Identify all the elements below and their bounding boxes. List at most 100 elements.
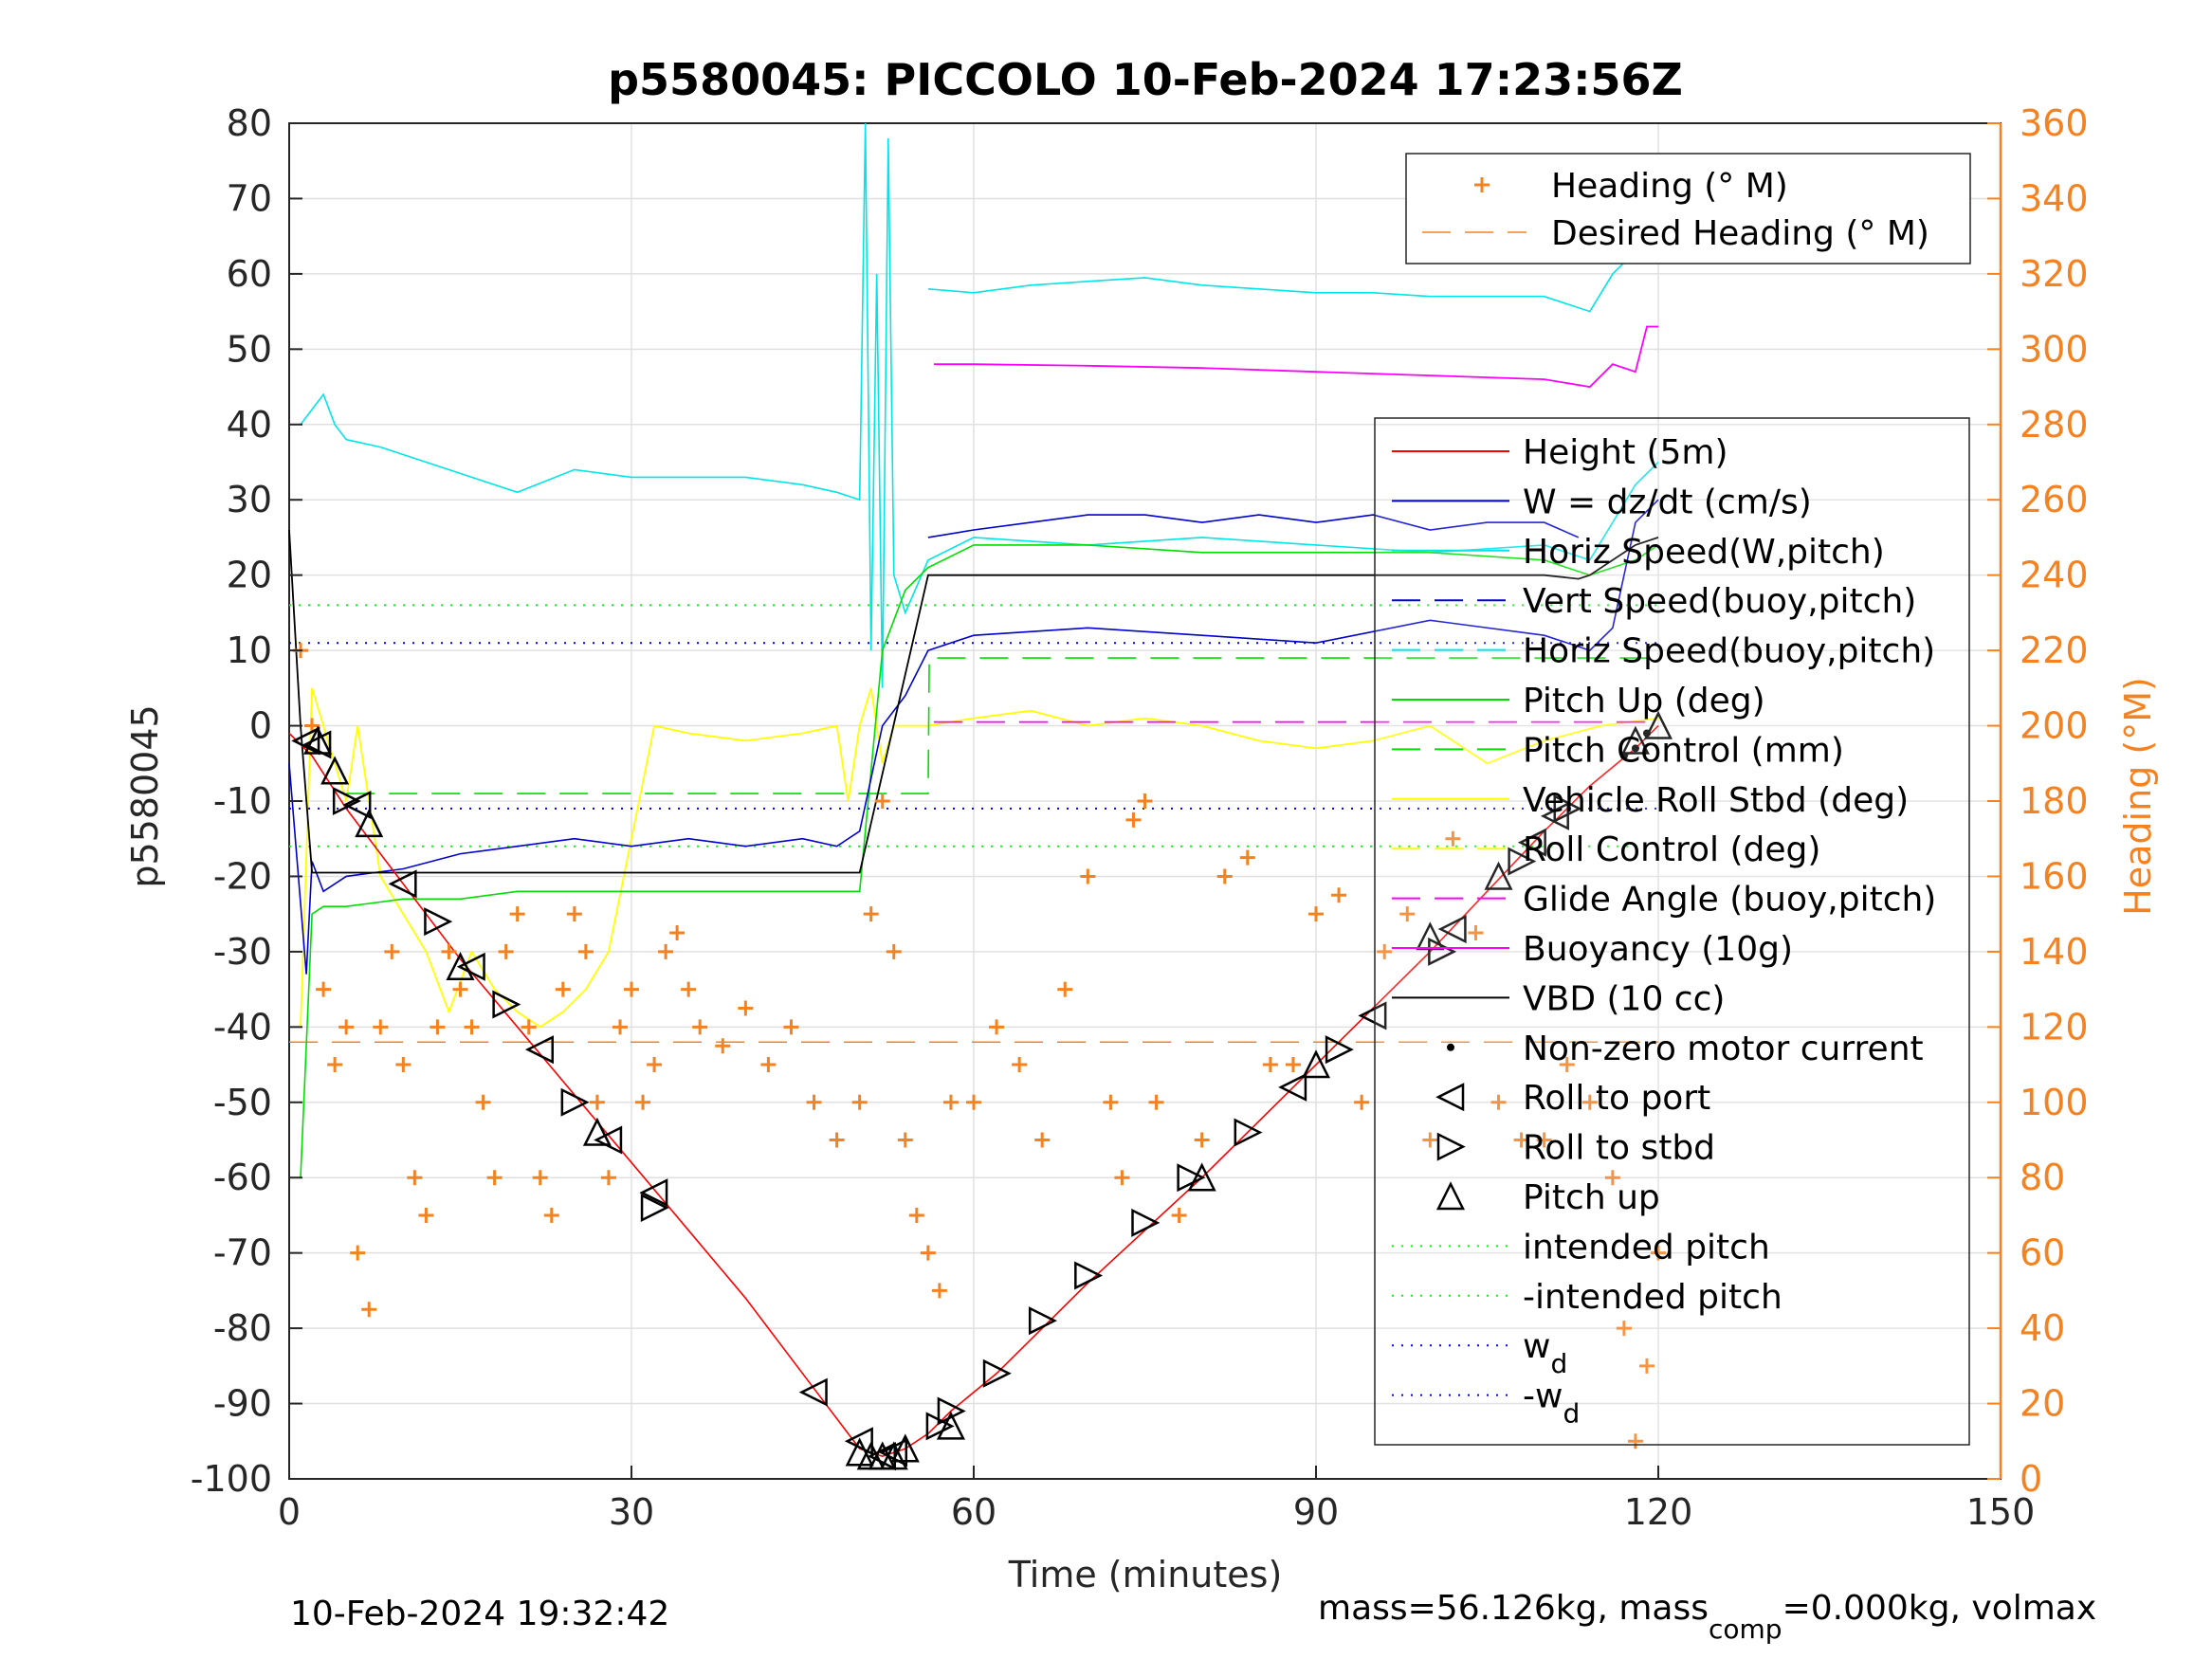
y2-tick-label: 20 <box>2020 1383 2065 1425</box>
legend-main-label: VBD (10 cc) <box>1523 979 1725 1018</box>
series-vehicle-roll-stbd-deg- <box>300 687 1659 1029</box>
legend-main-box <box>1374 417 1970 1446</box>
heading-point <box>1581 1094 1598 1110</box>
heading-point <box>1308 906 1324 922</box>
heading-point <box>555 981 571 997</box>
heading-point <box>1171 1207 1187 1223</box>
heading-point <box>327 1057 343 1073</box>
heading-point <box>1422 1132 1438 1148</box>
heading-point <box>1057 981 1073 997</box>
roll-to-stbd-marker <box>1325 1035 1354 1065</box>
heading-point <box>760 1057 777 1073</box>
heading-point <box>452 981 468 997</box>
heading-point <box>407 1170 423 1186</box>
legend-main-label: Vert Speed(buoy,pitch) <box>1523 582 1916 621</box>
roll-to-port-marker <box>798 1377 828 1407</box>
y2-tick-label: 220 <box>2020 629 2089 671</box>
heading-point <box>863 906 879 922</box>
y2-tick-label: 280 <box>2020 404 2089 446</box>
heading-point <box>1194 1132 1210 1148</box>
y2-tick-label: 180 <box>2020 780 2089 822</box>
heading-point <box>942 1094 959 1110</box>
heading-point <box>1638 1358 1654 1374</box>
heading-point <box>920 1245 936 1261</box>
y-tick-label: 0 <box>249 705 272 747</box>
y2-tick-label: 300 <box>2020 328 2089 370</box>
roll-to-stbd-marker <box>640 1193 669 1223</box>
y-tick-label: 20 <box>227 555 272 596</box>
legend-main-label: intended pitch <box>1523 1228 1770 1267</box>
motor-current-marker <box>1642 729 1651 738</box>
heading-point <box>897 1132 913 1148</box>
footer-timestamp: 10-Feb-2024 19:32:42 <box>290 1595 669 1633</box>
legend-main-label: -intended pitch <box>1523 1278 1782 1317</box>
legend-main-label: Buoyancy (10g) <box>1523 930 1793 969</box>
heading-point <box>1285 1057 1301 1073</box>
heading-point <box>1114 1170 1130 1186</box>
heading-point <box>1216 868 1233 884</box>
heading-point <box>1536 1132 1552 1148</box>
y-tick-label: 80 <box>227 102 272 144</box>
y2-tick-label: 100 <box>2020 1082 2089 1123</box>
heading-point <box>692 1019 708 1035</box>
pitch-up-marker <box>1484 861 1513 890</box>
legend-heading-marker <box>1474 177 1490 192</box>
heading-point <box>783 1019 799 1035</box>
heading-point <box>1262 1057 1278 1073</box>
y2-tick-label: 200 <box>2020 705 2089 747</box>
roll-to-port-marker <box>524 1035 554 1065</box>
legend-dot-sample <box>1447 1043 1454 1051</box>
series-w-dz-dt-noise <box>927 514 1580 538</box>
heading-point <box>966 1094 981 1110</box>
roll-to-stbd-marker <box>1234 1118 1263 1147</box>
x-tick-label: 120 <box>1624 1491 1693 1533</box>
roll-to-stbd-marker <box>1131 1208 1161 1237</box>
heading-point <box>989 1019 1005 1035</box>
heading-point <box>464 1019 480 1035</box>
legend-main-label: Glide Angle (buoy,pitch) <box>1523 881 1936 920</box>
legend-main-label: Horiz Speed(buoy,pitch) <box>1523 632 1935 671</box>
heading-point <box>600 1170 616 1186</box>
y-tick-label: -50 <box>213 1082 272 1123</box>
y-tick-label: -70 <box>213 1232 272 1274</box>
y-tick-label: -100 <box>191 1458 272 1500</box>
heading-point <box>441 943 457 959</box>
x-tick-label: 150 <box>1966 1491 2036 1533</box>
y2-tick-label: 40 <box>2020 1307 2065 1349</box>
heading-point <box>1080 868 1096 884</box>
pitch-up-marker <box>890 1433 920 1463</box>
pitch-up-marker <box>303 725 333 755</box>
heading-point <box>373 1019 389 1035</box>
roll-to-stbd-marker <box>332 786 361 816</box>
legend-top-box <box>1405 153 1971 264</box>
heading-point <box>1137 793 1153 809</box>
heading-point <box>316 981 332 997</box>
heading-point <box>418 1207 434 1223</box>
roll-to-stbd-marker <box>424 907 453 937</box>
roll-to-port-marker <box>291 726 320 756</box>
pitch-up-marker <box>1620 725 1650 755</box>
roll-to-stbd-marker <box>1028 1306 1057 1336</box>
x-tick-label: 90 <box>1293 1491 1339 1533</box>
legend-main-label: Horiz Speed(W,pitch) <box>1523 533 1885 572</box>
y-tick-label: 10 <box>227 629 272 671</box>
y2-tick-label: 0 <box>2020 1458 2042 1500</box>
y-tick-label: -10 <box>213 780 272 822</box>
y-tick-label: -20 <box>213 855 272 897</box>
legend-main-label: Pitch up <box>1523 1178 1660 1217</box>
series-pitch-control-mm- <box>346 657 1658 794</box>
series-pitch-up-deg- <box>300 544 1659 1178</box>
y2-tick-label: 60 <box>2020 1232 2065 1274</box>
motor-current-marker <box>1631 744 1639 753</box>
heading-point <box>1513 1132 1529 1148</box>
heading-point <box>577 943 594 959</box>
y2-tick-label: 340 <box>2020 177 2089 219</box>
heading-point <box>498 943 514 959</box>
heading-point <box>612 1019 628 1035</box>
y2-tick-label: 320 <box>2020 253 2089 295</box>
pitch-up-marker <box>355 809 384 838</box>
heading-point <box>384 943 400 959</box>
tick-layer: 0 30 60 90 120 15080706050403020100-10-20-30-… <box>191 102 2089 1533</box>
pitch-up-marker <box>320 756 350 785</box>
